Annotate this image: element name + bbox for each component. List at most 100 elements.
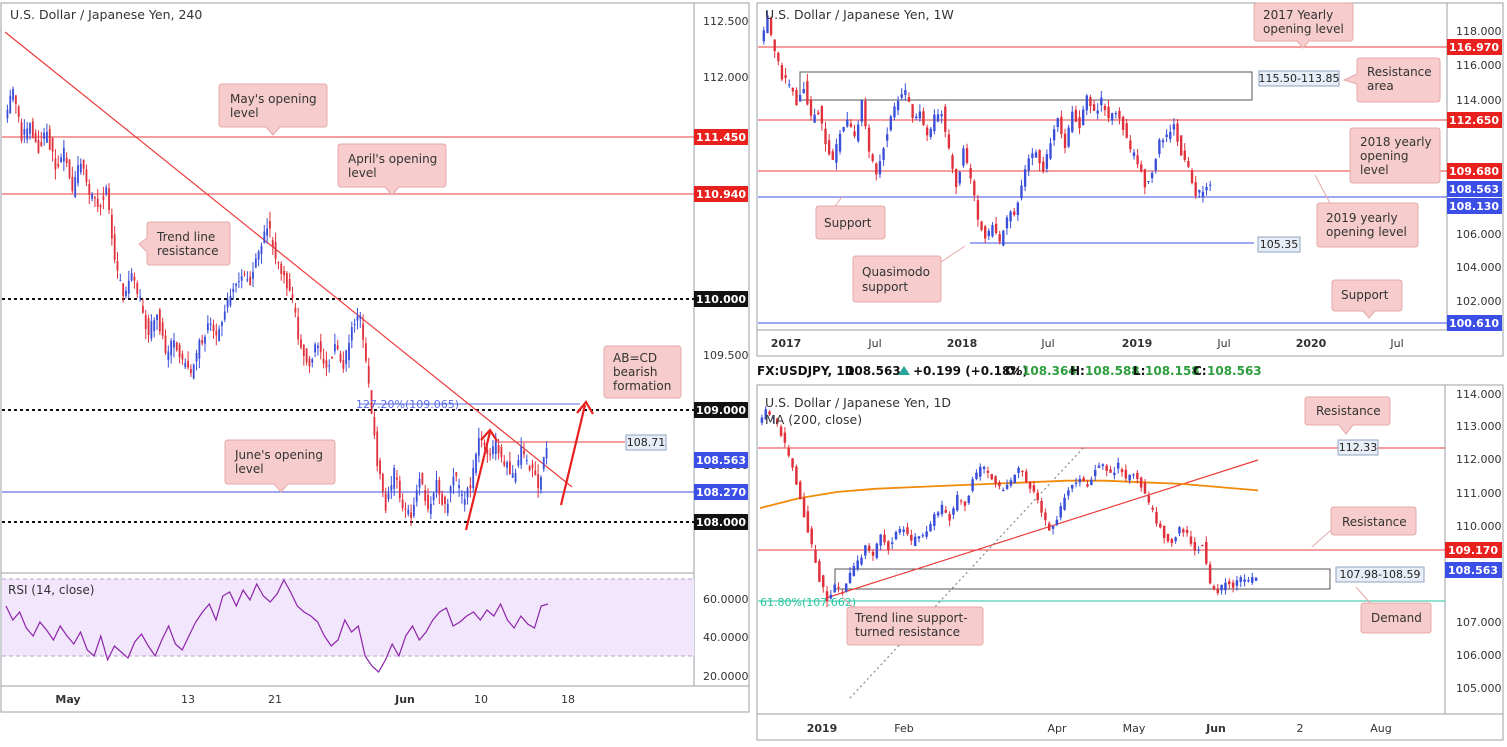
- svg-text:107.000: 107.000: [1456, 616, 1502, 629]
- daily-candle: [1051, 526, 1055, 529]
- weekly-candle: [1020, 185, 1023, 199]
- daily-candle: [979, 466, 982, 477]
- h4-candle: [144, 315, 147, 329]
- h4-candle: [452, 476, 455, 486]
- weekly-candle: [911, 104, 914, 118]
- demand-zone: [834, 568, 1331, 590]
- weekly-candle: [784, 75, 787, 78]
- svg-text:118.000: 118.000: [1456, 25, 1502, 38]
- h4-candle: [489, 453, 492, 455]
- weekly-candle: [976, 200, 980, 220]
- panel-240: 127.20%(109.065) 108.71 U.S. Dollar / Ja…: [0, 2, 750, 713]
- svg-text:108.563: 108.563: [1449, 183, 1499, 196]
- daily-candle: [1201, 544, 1204, 546]
- h4-candle: [40, 142, 43, 146]
- h4-candle: [387, 493, 390, 499]
- h4-candle: [333, 343, 336, 352]
- daily-candle: [1212, 586, 1216, 590]
- svg-text:112.000: 112.000: [1456, 453, 1502, 466]
- daily-candle: [1166, 533, 1170, 542]
- h4-candle: [246, 279, 249, 281]
- svg-text:40.0000: 40.0000: [703, 631, 749, 644]
- daily-candle: [975, 472, 978, 479]
- svg-text:112.650: 112.650: [1449, 114, 1499, 127]
- weekly-candle: [991, 225, 994, 237]
- h4-candle: [342, 359, 345, 369]
- h4-candle: [127, 280, 130, 294]
- svg-text:108.563: 108.563: [1448, 564, 1498, 577]
- panel-1w: U.S. Dollar / Japanese Yen, 1W 115.50-11…: [756, 2, 1504, 357]
- daily-candle: [1101, 464, 1105, 467]
- weekly-candle: [889, 116, 893, 131]
- weekly-candle: [1002, 230, 1005, 246]
- daily-candle: [764, 409, 767, 420]
- callout-april-opening: April's opening level: [337, 143, 447, 196]
- header-open: 108.364: [1022, 364, 1077, 378]
- rsi-line: [5, 578, 549, 673]
- daily-candle: [1105, 465, 1108, 471]
- h4-candle: [294, 307, 297, 313]
- h4-candle: [280, 263, 283, 274]
- svg-text:20.0000: 20.0000: [703, 670, 749, 683]
- trendline-support-resistance: [825, 459, 1259, 599]
- weekly-candle: [769, 18, 773, 35]
- h4-candle: [62, 147, 65, 162]
- svg-text:112.000: 112.000: [703, 71, 749, 84]
- h4-candle: [215, 330, 218, 336]
- daily-candle: [1013, 474, 1016, 484]
- weekly-candle: [1187, 160, 1190, 167]
- h4-candle: [260, 245, 263, 254]
- h4-candle: [288, 279, 291, 291]
- label-109000: 109.000: [696, 404, 746, 417]
- svg-text:111.000: 111.000: [1456, 487, 1502, 500]
- header-close: 108.563: [1207, 364, 1262, 378]
- h4-candle: [339, 353, 342, 362]
- h4-candle: [226, 299, 229, 308]
- weekly-candle: [1147, 181, 1150, 183]
- daily-candle: [1074, 482, 1078, 484]
- svg-text:21: 21: [268, 693, 282, 706]
- svg-text:13: 13: [181, 693, 195, 706]
- daily-candle: [1040, 500, 1043, 513]
- daily-candle: [1128, 474, 1131, 481]
- callout-resistance-1: Resistance: [1304, 396, 1391, 435]
- svg-text:Jul: Jul: [1040, 337, 1054, 350]
- h4-candle: [167, 351, 170, 360]
- weekly-candle: [827, 140, 831, 155]
- h4-candle: [269, 220, 271, 229]
- h4-candle: [427, 494, 429, 509]
- weekly-candle: [1132, 152, 1136, 157]
- weekly-candle: [864, 101, 867, 127]
- daily-candle: [1067, 490, 1070, 496]
- weekly-candle: [1143, 169, 1147, 188]
- h4-candle: [218, 329, 221, 342]
- daily-candle: [791, 458, 794, 468]
- h4-candle: [348, 342, 350, 360]
- weekly-candle: [1089, 97, 1092, 107]
- h4-candle: [147, 318, 150, 335]
- weekly-candle: [940, 114, 943, 117]
- h4-candle: [195, 353, 198, 362]
- daily-candle: [925, 531, 928, 537]
- h4-candle: [23, 129, 26, 135]
- callout-resistance-2: Resistance: [1311, 506, 1417, 548]
- daily-candle: [814, 549, 817, 563]
- weekly-candle: [925, 127, 929, 136]
- daily-candle: [860, 557, 863, 565]
- weekly-candle: [1107, 106, 1110, 119]
- daily-candle: [1243, 579, 1246, 582]
- h4-candle: [531, 464, 534, 469]
- h4-candle: [444, 496, 446, 504]
- weekly-candle: [824, 128, 827, 145]
- daily-candle: [1162, 525, 1166, 539]
- h4-candle: [300, 339, 302, 348]
- h4-candle: [441, 493, 444, 505]
- weekly-candle: [806, 81, 809, 105]
- h4-candle: [240, 275, 243, 281]
- h4-candle: [483, 442, 486, 445]
- daily-candle: [994, 476, 997, 485]
- h4-candle: [435, 480, 438, 492]
- h4-candle: [528, 466, 531, 471]
